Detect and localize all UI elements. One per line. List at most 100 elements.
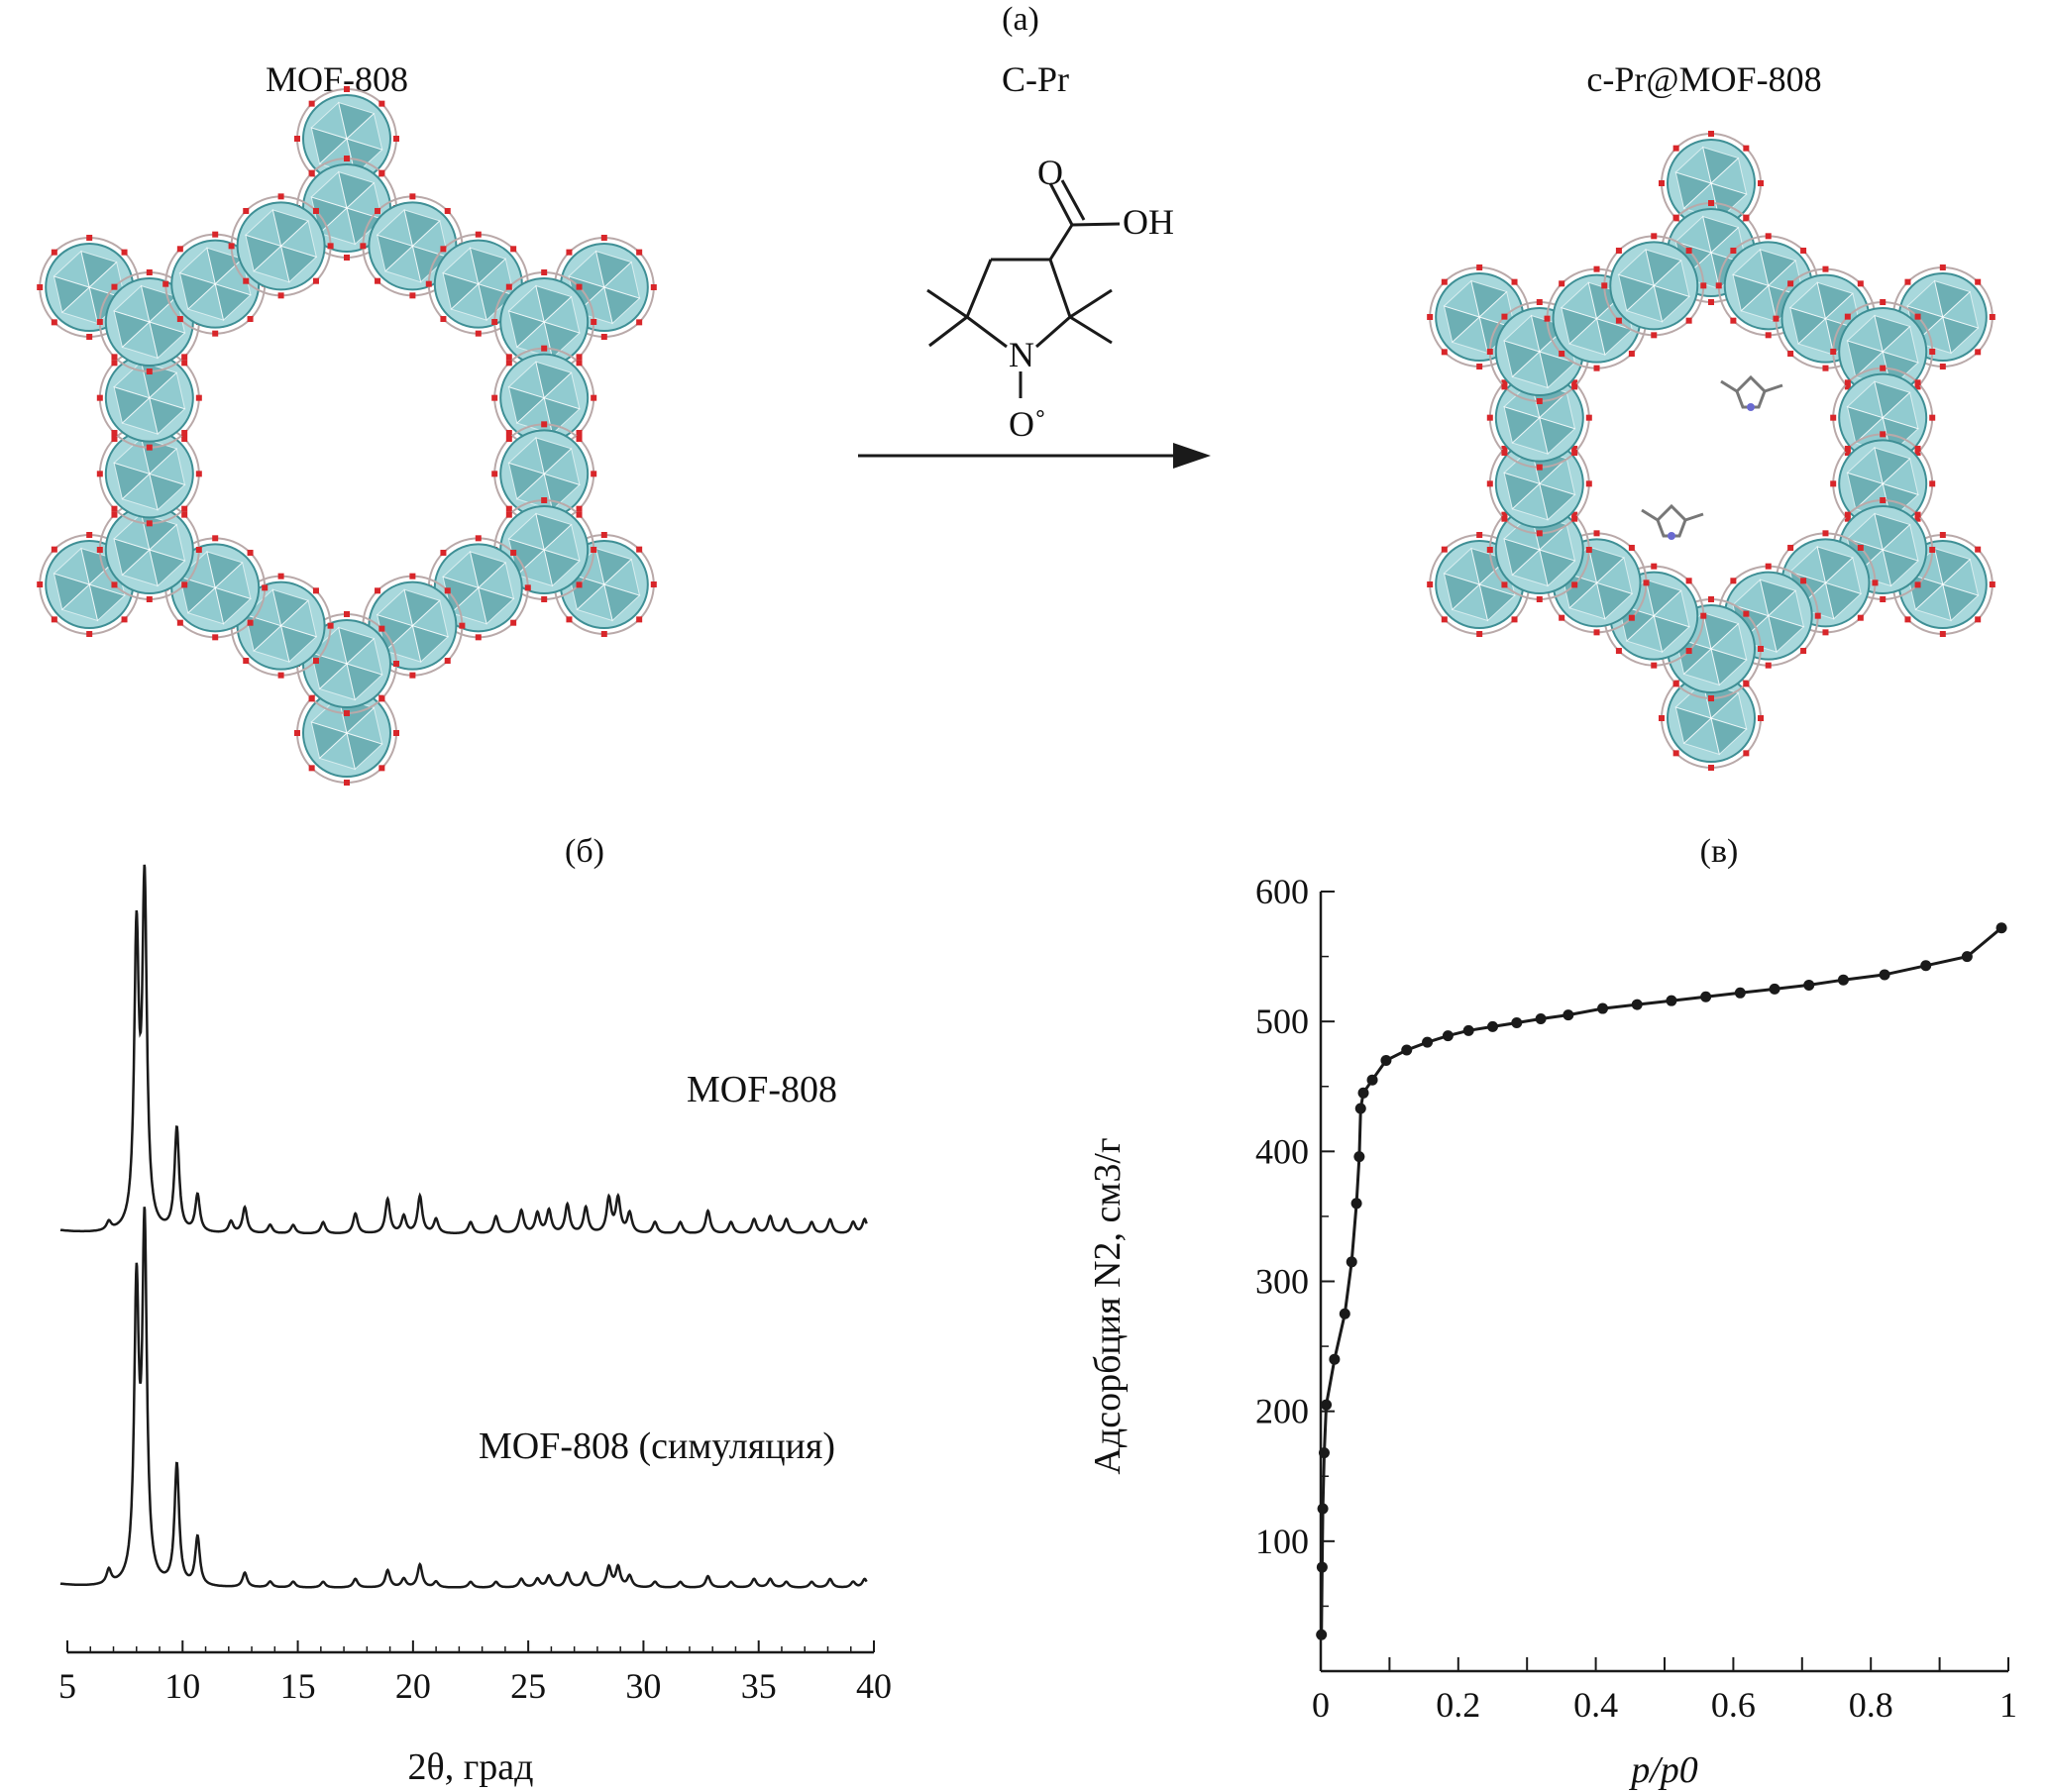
isotherm-point (1316, 1561, 1328, 1573)
framework-cluster (96, 269, 202, 374)
x-axis-title: p/p0 (1628, 1749, 1698, 1791)
x-tick-label: 30 (625, 1666, 661, 1706)
x-tick-label: 0.6 (1711, 1685, 1756, 1725)
isotherm-point (1329, 1353, 1341, 1365)
atom-oh: OH (1123, 202, 1174, 242)
c-pr-molecule (926, 179, 1121, 398)
x-tick-label: 0.2 (1436, 1685, 1480, 1725)
framework-cluster (1601, 233, 1707, 339)
y-tick-label: 500 (1255, 1001, 1309, 1041)
x-tick-label: 1 (1999, 1685, 2017, 1725)
isotherm-point (1666, 995, 1677, 1006)
isotherm-point (1487, 1020, 1498, 1032)
isotherm-point (1380, 1055, 1392, 1067)
c-pr-mof808-structure-image (1427, 131, 1995, 771)
isotherm-point (1318, 1447, 1330, 1459)
isotherm-point (1462, 1024, 1474, 1036)
framework-cluster (96, 345, 202, 451)
isotherm-point (1700, 991, 1712, 1002)
framework-cluster (96, 497, 202, 602)
guest-molecule-icon (1641, 503, 1704, 540)
c-pr-title: C-Pr (1002, 59, 1069, 99)
isotherm-point (1353, 1151, 1365, 1163)
atom-o-radical: O˚ (1009, 404, 1046, 444)
panel-c: (в) 0 0.2 0.4 0.6 0.8 1 100 200 300 400 500 600 p/p0… (1087, 833, 2017, 1791)
framework-cluster (491, 421, 597, 527)
x-tick-label: 0.8 (1849, 1685, 1893, 1725)
x-tick-label: 20 (395, 1666, 431, 1706)
framework-cluster (228, 573, 334, 679)
isotherm-point (1346, 1256, 1357, 1268)
isotherm-point (1803, 979, 1815, 991)
isotherm-point (1879, 969, 1890, 981)
isotherm-point (1350, 1198, 1362, 1210)
framework-cluster (1659, 666, 1764, 771)
series-label: MOF-808 (687, 1069, 837, 1110)
isotherm-point (1317, 1503, 1329, 1515)
framework-cluster (425, 535, 531, 641)
isotherm-point (1597, 1002, 1609, 1014)
isotherm-point (1734, 987, 1746, 999)
framework-cluster (491, 269, 597, 374)
isotherm-point (1401, 1044, 1413, 1056)
framework-cluster (1830, 497, 1936, 602)
framework-cluster (162, 231, 269, 337)
mof808-title: MOF-808 (266, 59, 408, 99)
x-axis-title: 2θ, град (408, 1746, 534, 1788)
isotherm-chart: 0 0.2 0.4 0.6 0.8 1 100 200 300 400 500 600 p/p0 Адсо… (1087, 872, 2017, 1791)
isotherm-point (1316, 1629, 1328, 1640)
framework-cluster (1659, 131, 1764, 236)
isotherm-point (1321, 1399, 1333, 1411)
y-axis-title: Адсорбция N2, см3/г (1087, 1137, 1129, 1474)
isotherm-point (1961, 951, 1973, 963)
isotherm-point (1354, 1103, 1366, 1114)
y-tick-label: 600 (1255, 872, 1309, 911)
framework-cluster (228, 193, 334, 299)
isotherm-point (1837, 974, 1849, 986)
x-tick-label: 0 (1312, 1685, 1330, 1725)
y-tick-label: 300 (1255, 1262, 1309, 1302)
x-tick-label: 10 (164, 1666, 200, 1706)
isotherm-point (1442, 1030, 1454, 1042)
series-line (59, 864, 868, 1235)
x-tick-label: 5 (58, 1666, 76, 1706)
isotherm-point (1422, 1036, 1434, 1048)
c-pr-mof808-title: c-Pr@MOF-808 (1586, 59, 1821, 99)
reaction-arrow (858, 443, 1211, 469)
isotherm-point (1366, 1074, 1378, 1086)
y-tick-label: 400 (1255, 1131, 1309, 1171)
framework-cluster (360, 193, 466, 299)
framework-cluster (491, 345, 597, 451)
panel-a: (a) MOF-808 C-Pr c-Pr@MOF-808 O OH N O˚ (37, 1, 1995, 786)
isotherm-point (1339, 1308, 1350, 1319)
panel-c-label: (в) (1700, 833, 1739, 870)
isotherm-point (1995, 922, 2007, 934)
x-tick-label: 35 (741, 1666, 777, 1706)
framework-cluster (491, 497, 597, 602)
isotherm-point (1511, 1016, 1523, 1028)
guest-molecule-icon (1720, 374, 1783, 411)
y-tick-label: 100 (1255, 1522, 1309, 1561)
panel-b-label: (б) (565, 833, 604, 870)
atom-n: N (1009, 335, 1034, 374)
isotherm-line (1320, 926, 2003, 1635)
xrd-chart: 5 10 15 20 25 30 35 40 2θ, град MOF-808 MOF-808 (с… (58, 864, 892, 1788)
framework-cluster (37, 235, 143, 340)
isotherm-point (1920, 960, 1932, 972)
isotherm-point (1769, 983, 1780, 995)
framework-cluster (162, 535, 269, 641)
x-tick-label: 25 (510, 1666, 546, 1706)
series-line (59, 1207, 868, 1589)
isotherm-point (1535, 1013, 1547, 1025)
panel-a-label: (a) (1002, 1, 1039, 38)
x-tick-label: 40 (856, 1666, 892, 1706)
isotherm-point (1357, 1087, 1369, 1099)
mof808-structure-image (37, 86, 657, 786)
y-tick-label: 200 (1255, 1392, 1309, 1431)
x-tick-label: 15 (280, 1666, 316, 1706)
series-label: MOF-808 (симуляция) (479, 1425, 835, 1467)
framework-cluster (294, 611, 399, 716)
x-tick-label: 0.4 (1573, 1685, 1618, 1725)
panel-b: (б) 5 10 15 20 25 30 35 40 2θ, град MOF-808 MOF-80… (58, 833, 892, 1788)
